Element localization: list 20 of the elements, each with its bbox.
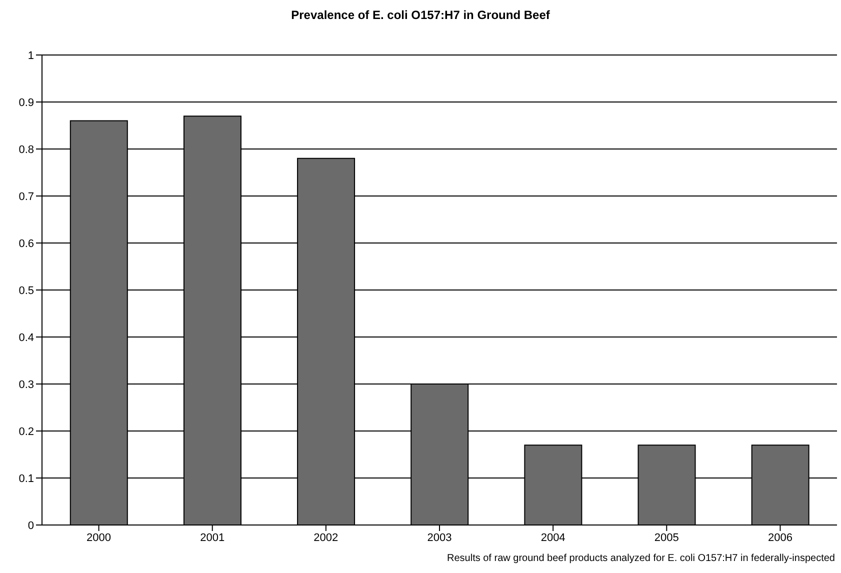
- y-tick-label: 0.1: [18, 472, 34, 485]
- x-tick-label: 2006: [768, 532, 792, 544]
- x-tick-label: 2005: [654, 532, 679, 544]
- x-tick-label: 2003: [427, 532, 452, 544]
- y-tick-label: 0.9: [18, 96, 34, 109]
- y-tick-label: 0.8: [18, 144, 34, 156]
- x-tick-label: 2001: [200, 532, 225, 544]
- x-tick-label: 2002: [314, 532, 338, 544]
- y-tick-label: 0.2: [18, 426, 34, 438]
- y-tick-label: 0.7: [18, 190, 34, 203]
- chart-title: Prevalence of E. coli O157:H7 in Ground Beef: [290, 8, 551, 22]
- y-tick-label: 0.3: [18, 378, 34, 391]
- y-tick-label: 0.6: [18, 238, 34, 250]
- text: Results of raw ground beef products analyzed for E. coli O157:H7 in federally-inspected: [447, 553, 835, 564]
- x-tick-label: 2004: [540, 532, 566, 544]
- y-tick-label: 0: [28, 520, 34, 532]
- y-tick-label: 0.5: [18, 284, 34, 297]
- x-tick-label: 2000: [86, 532, 112, 544]
- y-tick-label: 0.4: [18, 332, 34, 344]
- y-tick-label: 1: [28, 50, 34, 62]
